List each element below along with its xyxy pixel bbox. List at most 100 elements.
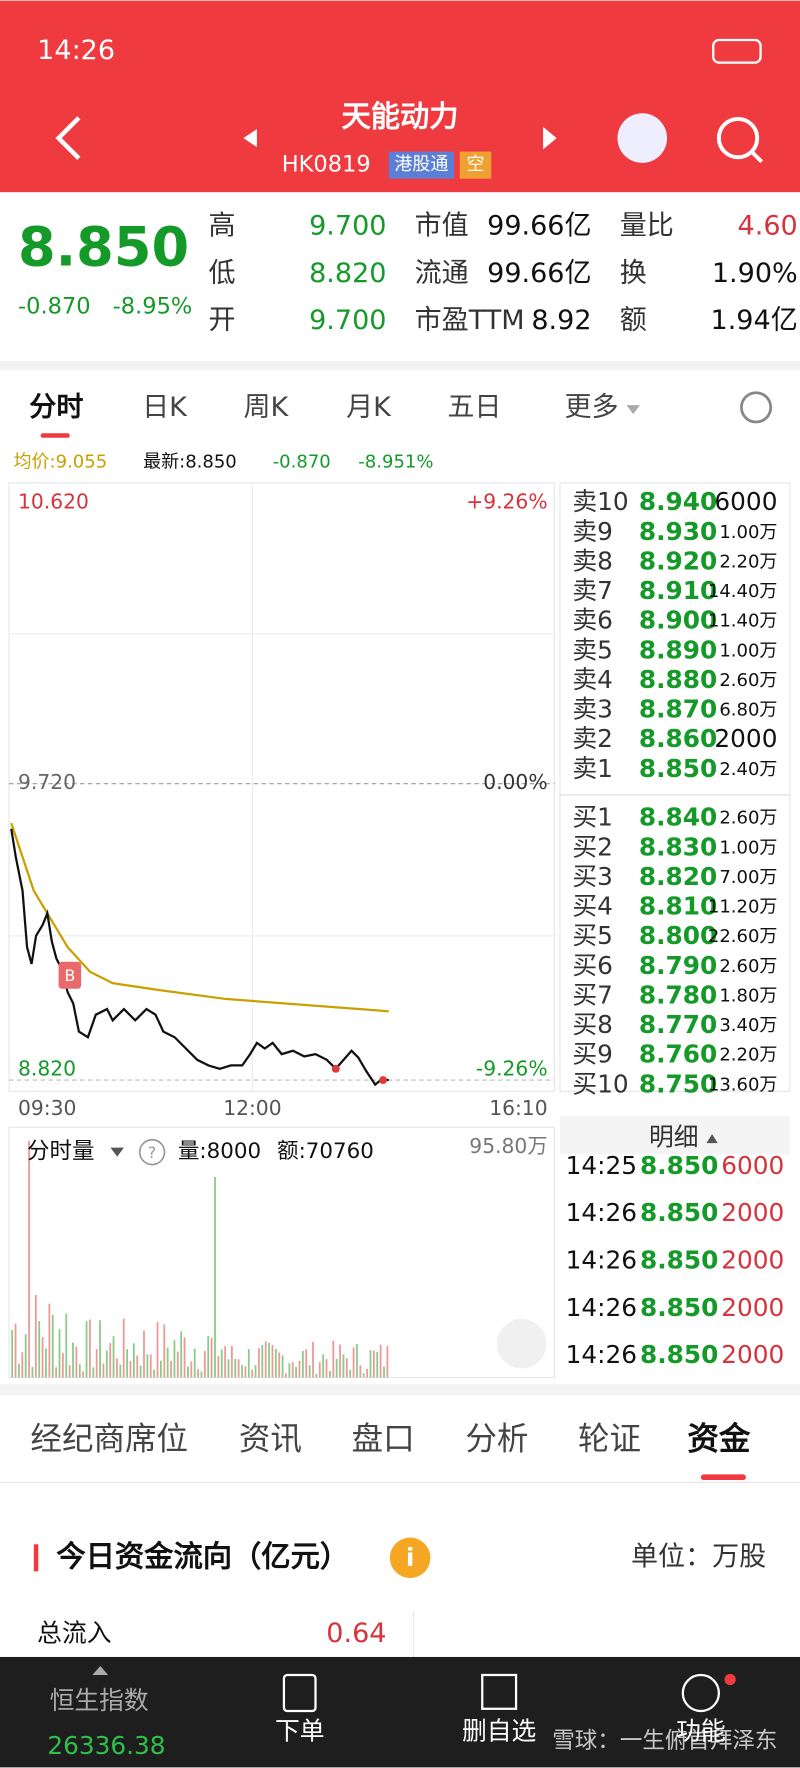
volume-bar — [301, 1350, 304, 1378]
volume-bar — [335, 1358, 338, 1378]
volume-bar — [89, 1319, 91, 1378]
volume-bar — [193, 1348, 196, 1378]
volume-bar — [261, 1345, 264, 1378]
order-book-frame — [559, 482, 791, 1092]
stock-code: HK0819 — [282, 152, 371, 178]
chart-tab[interactable]: 五日 — [447, 392, 501, 423]
volume-bar — [285, 1373, 287, 1378]
chart-tab[interactable]: 更多 — [565, 392, 619, 423]
volume-bar — [362, 1373, 365, 1378]
volume-bar — [122, 1318, 125, 1378]
expand-button[interactable] — [496, 1318, 547, 1369]
book-price: 8.810 — [639, 892, 717, 921]
stat-label: 高 — [208, 211, 235, 242]
volume-bar — [61, 1352, 64, 1378]
chart-tab[interactable]: 日K — [142, 392, 188, 423]
detail-volume: 2000 — [721, 1293, 784, 1322]
book-label: 买3 — [572, 862, 613, 891]
price: 8.850 — [18, 215, 189, 278]
book-volume: 1.00万 — [719, 837, 777, 858]
next-stock[interactable] — [543, 126, 557, 150]
volume-bar — [342, 1354, 345, 1378]
volume-bar — [82, 1371, 85, 1378]
prev-stock[interactable] — [243, 129, 257, 148]
info-icon[interactable] — [389, 1537, 431, 1579]
trade-dot — [331, 1064, 340, 1073]
volume-bar — [132, 1343, 135, 1378]
detail-arrow — [706, 1134, 718, 1144]
volume-bar — [332, 1340, 335, 1378]
nav-item[interactable]: 下单 — [275, 1716, 325, 1745]
book-volume: 11.40万 — [708, 611, 778, 632]
section-tab[interactable]: 资金 — [687, 1421, 751, 1458]
tag-bg — [459, 151, 492, 179]
section-tab[interactable]: 轮证 — [578, 1422, 641, 1458]
assistant-icon[interactable] — [617, 113, 668, 163]
section-tab[interactable]: 分析 — [465, 1422, 528, 1458]
volume-bar — [109, 1343, 112, 1378]
book-label: 买7 — [572, 980, 613, 1009]
book-volume: 13.60万 — [708, 1074, 778, 1095]
book-price: 8.790 — [639, 951, 717, 980]
settings-icon[interactable] — [740, 391, 773, 424]
stat-label: 换 — [620, 258, 647, 289]
volume-dropdown[interactable] — [110, 1147, 124, 1157]
nav-item[interactable]: 删自选 — [462, 1716, 536, 1745]
detail-volume: 2000 — [721, 1198, 784, 1227]
volume-bar — [163, 1324, 166, 1378]
back-button[interactable] — [55, 116, 81, 160]
book-price: 8.910 — [639, 576, 717, 605]
stat-label: 量比 — [620, 211, 674, 242]
volume-bar — [227, 1359, 230, 1378]
section-tab[interactable]: 经纪商席位 — [30, 1422, 188, 1458]
volume-bar — [383, 1366, 385, 1378]
index-name[interactable]: 恒生指数 — [50, 1686, 149, 1715]
section-tab[interactable]: 资讯 — [239, 1422, 302, 1458]
book-price: 8.920 — [639, 546, 717, 575]
chart-tab[interactable]: 月K — [346, 392, 392, 423]
detail-price: 8.850 — [640, 1293, 718, 1322]
volume-title[interactable]: 分时量 — [27, 1139, 95, 1165]
time-label: 09:30 — [18, 1096, 76, 1120]
volume-bar — [237, 1359, 240, 1378]
volume-bar — [146, 1354, 149, 1378]
volume-bar — [234, 1358, 237, 1378]
search-icon[interactable] — [716, 116, 760, 160]
volume-bar — [329, 1371, 331, 1378]
fund-label: 总流入 — [37, 1618, 111, 1647]
section-tab[interactable]: 盘口 — [352, 1422, 415, 1458]
avg-price-line — [10, 822, 389, 1013]
volume-bar — [258, 1348, 260, 1378]
marker-label: B — [64, 966, 75, 985]
volume-bar — [149, 1354, 152, 1378]
stat-label: 市值 — [415, 211, 469, 242]
nav-item[interactable]: 功能 — [676, 1716, 726, 1745]
volume-bar — [190, 1361, 193, 1378]
volume-bar — [247, 1349, 250, 1378]
volume-bar — [372, 1350, 375, 1378]
stock-name: 天能动力 — [341, 99, 458, 133]
book-label: 卖10 — [572, 487, 628, 516]
volume-bar — [99, 1320, 101, 1378]
search-handle — [750, 150, 764, 164]
help-icon[interactable] — [138, 1138, 166, 1166]
detail-time: 14:26 — [566, 1340, 637, 1369]
volume-bar — [224, 1346, 227, 1378]
volume-bar — [369, 1350, 372, 1378]
volume-bar — [325, 1359, 328, 1378]
chart-tab[interactable]: 分时 — [29, 392, 83, 423]
stat-label: 额 — [620, 305, 647, 336]
detail-volume: 2000 — [721, 1340, 784, 1369]
volume-bar — [58, 1329, 61, 1378]
detail-volume: 2000 — [721, 1245, 784, 1274]
help-mark: ? — [148, 1143, 156, 1162]
chart-tab[interactable]: 周K — [244, 392, 290, 423]
detail-time: 14:26 — [566, 1293, 637, 1322]
volume-bar — [305, 1349, 308, 1378]
volume-bar — [298, 1360, 301, 1378]
volume-bar — [102, 1363, 105, 1378]
book-label: 买2 — [572, 832, 613, 861]
volume-bar — [339, 1344, 341, 1378]
price-mid: 9.720 — [18, 770, 76, 794]
